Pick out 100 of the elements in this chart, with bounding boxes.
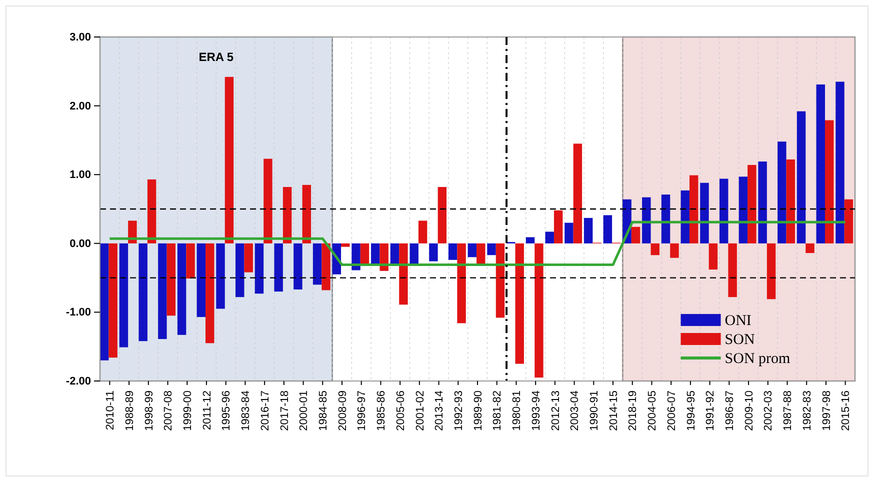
bar	[158, 243, 167, 340]
x-tick-label: 2012-13	[550, 390, 562, 431]
x-tick-label: 2017-18	[278, 390, 291, 431]
bar	[766, 243, 776, 300]
legend-label: SON	[724, 332, 755, 348]
bar	[380, 243, 388, 271]
x-tick-label: 2006-07	[666, 390, 678, 431]
bar	[824, 120, 834, 244]
bar	[515, 243, 524, 364]
bar	[100, 243, 109, 360]
x-tick-label: 1988-89	[124, 390, 136, 431]
bar	[166, 243, 176, 316]
x-tick-label: 1984-85	[317, 390, 330, 431]
bar	[294, 243, 302, 290]
x-tick-label: 2018-19	[627, 390, 640, 431]
bar	[748, 164, 756, 244]
bar	[254, 243, 264, 294]
x-tick-label: 2016-17	[259, 390, 272, 431]
bar	[438, 186, 447, 244]
bar	[418, 220, 428, 244]
bar	[128, 220, 137, 244]
bar	[496, 243, 505, 318]
y-tick-label: -1.00	[66, 306, 91, 319]
bar	[573, 144, 582, 244]
bar	[728, 243, 737, 298]
bar	[147, 179, 156, 244]
x-tick-label: 1998-99	[143, 390, 156, 431]
bar	[631, 226, 640, 244]
y-tick-label: -2.00	[66, 376, 91, 388]
bar	[758, 162, 767, 244]
bar	[603, 215, 612, 244]
bar	[534, 243, 544, 378]
bar	[584, 218, 593, 244]
bar	[186, 243, 195, 278]
x-tick-label: 1981-82	[492, 390, 504, 431]
bar	[738, 176, 748, 244]
bar	[778, 142, 786, 244]
bar	[642, 197, 651, 244]
bar	[360, 243, 370, 264]
bar	[526, 237, 535, 244]
bar	[236, 243, 244, 298]
x-tick-label: 1994-95	[685, 390, 698, 431]
bar	[836, 82, 844, 244]
bar	[196, 243, 206, 318]
x-tick-label: 2003-04	[569, 390, 582, 431]
x-tick-label: 1995-96	[220, 390, 233, 431]
y-tick-label: 2.00	[70, 100, 91, 112]
y-tick-label: 0.00	[70, 238, 91, 250]
bar	[302, 184, 312, 244]
bar	[708, 243, 718, 270]
bar	[806, 243, 814, 254]
bar	[448, 243, 458, 260]
y-tick-label: 3.00	[70, 32, 91, 44]
x-tick-label: 1982-83	[801, 390, 814, 431]
bar	[719, 178, 728, 244]
bar	[796, 111, 806, 244]
bar	[108, 243, 118, 358]
bar	[680, 190, 690, 244]
bar	[689, 175, 698, 244]
bar	[216, 243, 225, 309]
x-tick-label: 1990-91	[588, 390, 601, 431]
x-tick-label: 2005-06	[394, 390, 407, 431]
x-tick-label: 2015-16	[840, 390, 852, 431]
bar	[670, 243, 679, 258]
bar	[322, 243, 330, 290]
bar	[341, 243, 350, 247]
bar	[119, 243, 128, 348]
bar	[138, 243, 148, 342]
x-tick-label: 1989-90	[472, 390, 484, 431]
y-tick-label: 1.00	[70, 169, 91, 182]
bar	[244, 243, 253, 272]
bar	[274, 243, 283, 292]
x-tick-label: 1997-98	[820, 390, 833, 431]
bar	[844, 199, 854, 244]
bar	[554, 210, 563, 244]
bar	[457, 243, 466, 324]
legend-label: ONI	[724, 313, 752, 329]
x-tick-label: 1991-92	[704, 390, 717, 431]
bar	[206, 243, 214, 344]
bar	[487, 243, 496, 256]
band-label: ERA 5	[198, 50, 234, 64]
x-tick-label: 2002-03	[762, 390, 775, 431]
bar	[545, 232, 554, 244]
x-tick-label: 2000-01	[298, 390, 310, 431]
x-tick-label: 1999-00	[182, 390, 194, 431]
x-tick-label: 2010-11	[104, 390, 117, 430]
x-tick-label: 1985-86	[376, 390, 388, 431]
x-tick-label: 2014-15	[608, 390, 620, 431]
x-tick-label: 1983-84	[240, 390, 252, 431]
x-tick-label: 1992-93	[452, 390, 465, 431]
x-tick-label: 2011-12	[201, 390, 214, 430]
bar	[390, 243, 400, 264]
x-tick-label: 2013-14	[434, 390, 446, 431]
bar	[410, 243, 418, 264]
bar	[786, 159, 795, 244]
x-tick-label: 1986-87	[724, 390, 736, 431]
bar	[700, 182, 709, 244]
bar	[177, 243, 186, 335]
x-tick-label: 1980-81	[511, 390, 524, 431]
legend-label: SON prom	[724, 351, 791, 367]
